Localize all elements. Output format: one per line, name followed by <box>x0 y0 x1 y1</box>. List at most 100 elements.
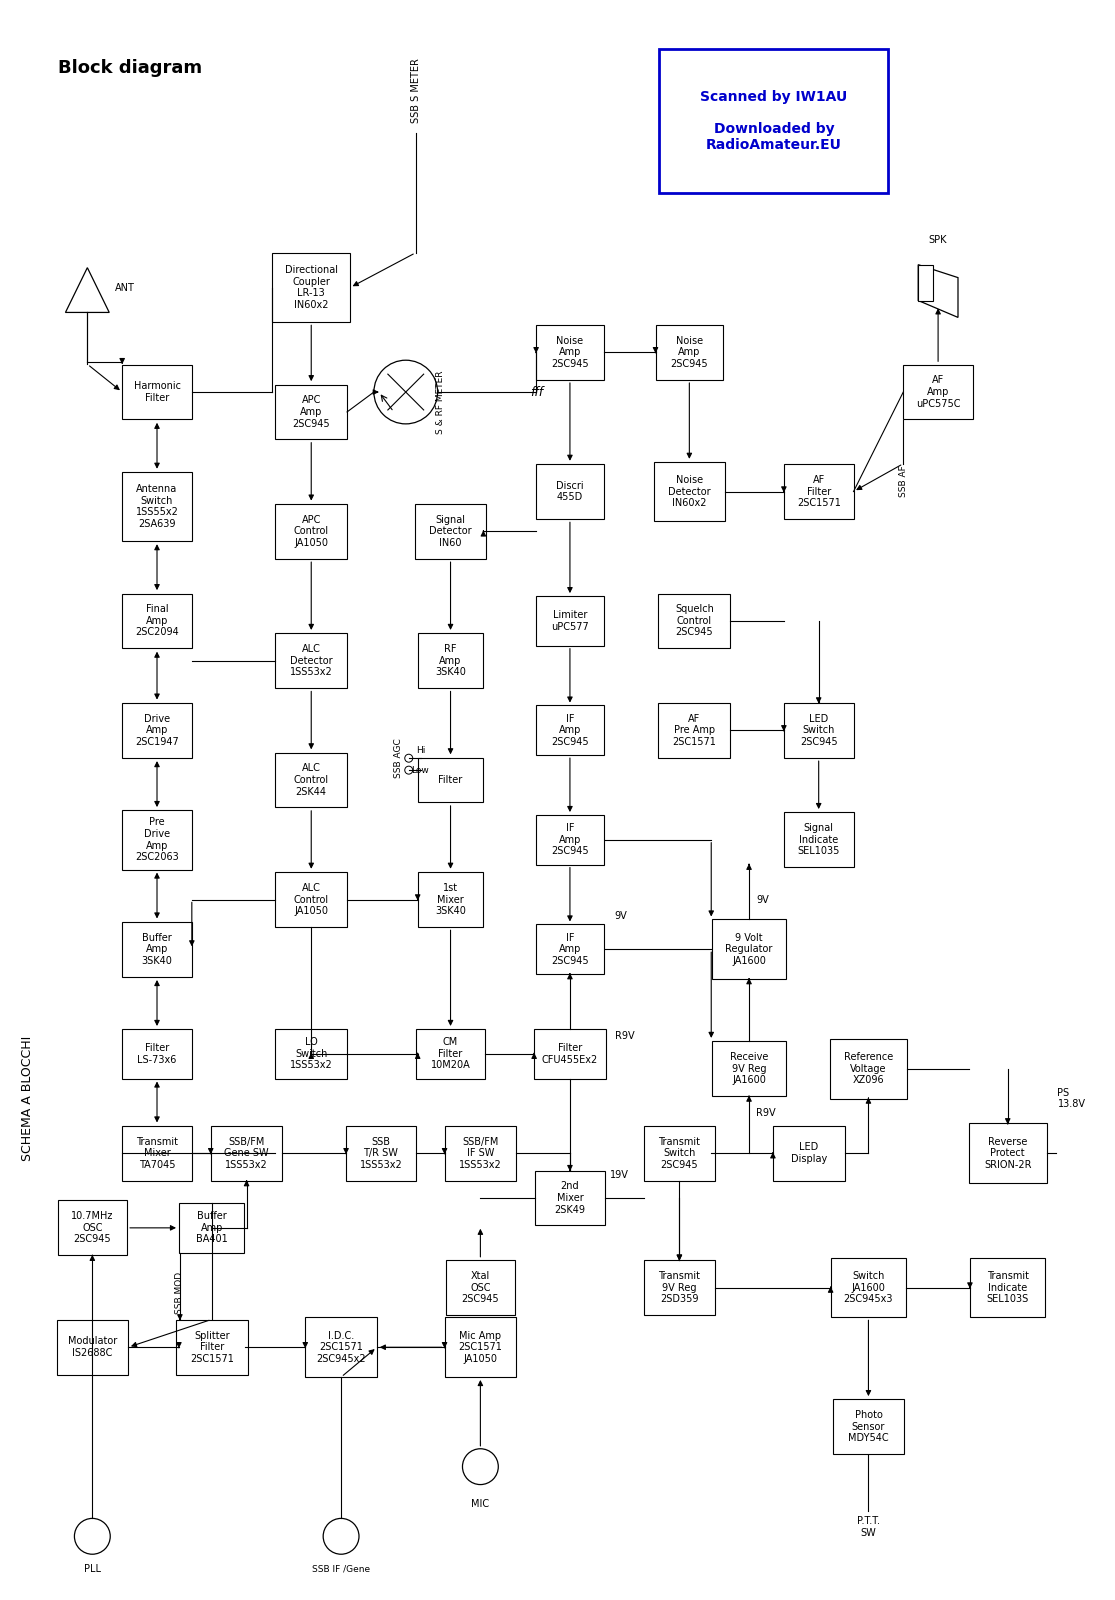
Text: Transmit
Switch
2SC945: Transmit Switch 2SC945 <box>658 1136 700 1170</box>
Bar <box>123 594 192 648</box>
Text: PS
13.8V: PS 13.8V <box>1057 1088 1086 1109</box>
Bar <box>536 464 603 518</box>
Bar <box>275 1029 347 1078</box>
Bar <box>830 1038 908 1099</box>
Bar <box>534 1029 605 1078</box>
Bar <box>659 594 730 648</box>
Bar <box>536 925 603 974</box>
Text: Pre
Drive
Amp
2SC2063: Pre Drive Amp 2SC2063 <box>135 818 178 862</box>
Bar <box>418 872 483 926</box>
Text: 9V: 9V <box>756 894 768 904</box>
Text: APC
Control
JA1050: APC Control JA1050 <box>293 515 329 547</box>
Text: Photo
Sensor
MDY54C: Photo Sensor MDY54C <box>849 1410 889 1443</box>
Bar <box>659 48 889 194</box>
Text: Reverse
Protect
SRION-2R: Reverse Protect SRION-2R <box>985 1136 1031 1170</box>
Text: Drive
Amp
2SC1947: Drive Amp 2SC1947 <box>135 714 178 747</box>
Bar <box>643 1261 715 1315</box>
Text: Block diagram: Block diagram <box>58 59 202 77</box>
Text: ANT: ANT <box>115 283 135 293</box>
Bar <box>536 597 603 646</box>
Bar <box>57 1320 128 1374</box>
Text: LED
Display: LED Display <box>791 1142 827 1165</box>
Bar <box>784 702 853 758</box>
Text: Signal
Indicate
SEL1035: Signal Indicate SEL1035 <box>797 824 840 856</box>
Text: ALC
Control
2SK44: ALC Control 2SK44 <box>293 763 329 797</box>
Text: Directional
Coupler
LR-13
IN60x2: Directional Coupler LR-13 IN60x2 <box>284 266 338 310</box>
Bar <box>415 504 486 558</box>
Bar <box>653 462 725 522</box>
Bar <box>275 872 347 926</box>
Bar <box>831 1258 905 1317</box>
Bar <box>536 706 603 755</box>
Text: I.D.C.
2SC1571
2SC945x2: I.D.C. 2SC1571 2SC945x2 <box>317 1331 366 1363</box>
Bar <box>306 1317 377 1378</box>
Text: Xtal
OSC
2SC945: Xtal OSC 2SC945 <box>462 1270 500 1304</box>
Text: Squelch
Control
2SC945: Squelch Control 2SC945 <box>675 605 714 637</box>
Text: 9V: 9V <box>614 912 628 922</box>
Text: fff: fff <box>530 386 543 398</box>
Text: RF
Amp
3SK40: RF Amp 3SK40 <box>435 645 466 677</box>
Text: Filter
LS-73x6: Filter LS-73x6 <box>137 1043 176 1064</box>
Text: Reference
Voltage
XZ096: Reference Voltage XZ096 <box>844 1053 893 1085</box>
Text: IF
Amp
2SC945: IF Amp 2SC945 <box>551 824 589 856</box>
Text: Antenna
Switch
1SS55x2
2SA639: Antenna Switch 1SS55x2 2SA639 <box>136 485 178 530</box>
Text: Noise
Detector
IN60x2: Noise Detector IN60x2 <box>668 475 710 509</box>
Text: Receive
9V Reg
JA1600: Receive 9V Reg JA1600 <box>730 1053 768 1085</box>
Text: 9 Volt
Regulator
JA1600: 9 Volt Regulator JA1600 <box>726 933 773 966</box>
Bar <box>180 1203 244 1253</box>
Text: Low: Low <box>410 766 428 774</box>
Text: CM
Filter
10M20A: CM Filter 10M20A <box>430 1037 471 1070</box>
Bar <box>418 758 483 803</box>
Text: Harmonic
Filter: Harmonic Filter <box>134 381 181 403</box>
Text: 19V: 19V <box>610 1170 629 1181</box>
Text: SSB/FM
IF SW
1SS53x2: SSB/FM IF SW 1SS53x2 <box>459 1136 502 1170</box>
Bar <box>58 1200 127 1256</box>
Bar <box>275 384 347 440</box>
Bar <box>123 1126 192 1181</box>
Text: Modulator
IS2688C: Modulator IS2688C <box>68 1336 117 1358</box>
Text: Discri
455D: Discri 455D <box>556 480 584 502</box>
Bar <box>275 752 347 808</box>
Text: Scanned by IW1AU

Downloaded by
RadioAmateur.EU: Scanned by IW1AU Downloaded by RadioAmat… <box>700 90 847 152</box>
Text: S & RF METER: S & RF METER <box>436 370 445 434</box>
Bar <box>123 472 192 541</box>
Bar <box>211 1126 282 1181</box>
Text: Noise
Amp
2SC945: Noise Amp 2SC945 <box>551 336 589 370</box>
Text: Final
Amp
2SC2094: Final Amp 2SC2094 <box>135 605 178 637</box>
Bar <box>123 365 192 419</box>
Text: Transmit
9V Reg
2SD359: Transmit 9V Reg 2SD359 <box>658 1270 700 1304</box>
Bar <box>784 464 853 518</box>
Text: R9V: R9V <box>756 1109 776 1118</box>
Text: SSB IF /Gene: SSB IF /Gene <box>312 1565 370 1573</box>
Bar <box>773 1126 844 1181</box>
Bar <box>535 1171 604 1226</box>
Text: 2nd
Mixer
2SK49: 2nd Mixer 2SK49 <box>554 1181 585 1214</box>
Text: SPK: SPK <box>929 235 948 245</box>
Text: ALC
Detector
1SS53x2: ALC Detector 1SS53x2 <box>290 645 332 677</box>
Bar <box>446 1261 515 1315</box>
Text: Signal
Detector
IN60: Signal Detector IN60 <box>429 515 472 547</box>
Text: SSB AF: SSB AF <box>899 466 908 498</box>
Bar <box>275 634 347 688</box>
Bar <box>833 1400 904 1454</box>
Text: Mic Amp
2SC1571
JA1050: Mic Amp 2SC1571 JA1050 <box>458 1331 503 1363</box>
Bar <box>346 1126 416 1181</box>
Bar <box>536 814 603 864</box>
Text: AF
Filter
2SC1571: AF Filter 2SC1571 <box>797 475 841 509</box>
Bar <box>123 702 192 758</box>
Bar <box>643 1126 715 1181</box>
Bar <box>272 253 350 322</box>
Text: IF
Amp
2SC945: IF Amp 2SC945 <box>551 933 589 966</box>
Bar <box>275 504 347 558</box>
Text: 1st
Mixer
3SK40: 1st Mixer 3SK40 <box>435 883 466 917</box>
Text: Splitter
Filter
2SC1571: Splitter Filter 2SC1571 <box>190 1331 234 1363</box>
Text: Filter: Filter <box>438 774 463 786</box>
Bar <box>418 634 483 688</box>
Bar <box>784 813 853 867</box>
Bar <box>416 1029 485 1078</box>
Bar <box>536 325 603 379</box>
Text: Buffer
Amp
BA401: Buffer Amp BA401 <box>196 1211 227 1245</box>
Text: Transmit
Indicate
SEL103S: Transmit Indicate SEL103S <box>987 1270 1029 1304</box>
Bar <box>659 702 730 758</box>
Text: SSB AGC: SSB AGC <box>395 738 404 778</box>
